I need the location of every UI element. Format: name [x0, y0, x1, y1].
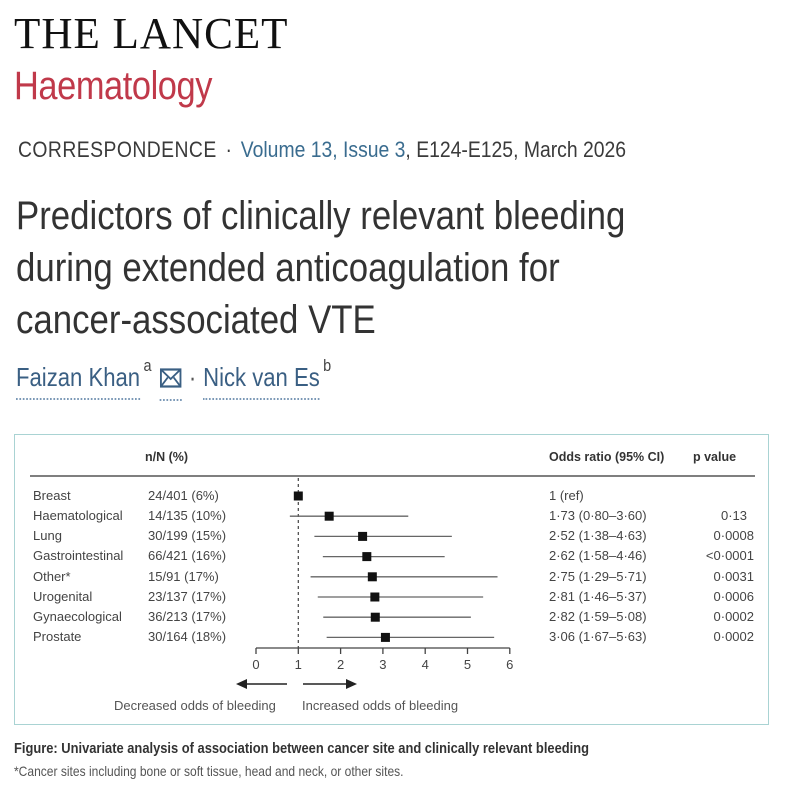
row-site: Breast: [33, 488, 71, 503]
left-arrow-icon: [236, 679, 247, 689]
figure-caption: Figure: Univariate analysis of associati…: [14, 740, 589, 757]
article-title: Predictors of clinically relevant bleedi…: [16, 190, 686, 346]
row-site: Prostate: [33, 629, 82, 644]
row-odds-ratio: 1·73 (0·80–3·60): [549, 508, 647, 523]
row-odds-ratio: 2·82 (1·59–5·08): [549, 609, 647, 624]
journal-subtitle: Haematology: [14, 64, 212, 108]
row-odds-ratio: 2·62 (1·58–4·46): [549, 548, 647, 563]
affiliation-marker[interactable]: b: [323, 356, 332, 375]
row-count: 66/421 (16%): [148, 548, 227, 563]
axis-tick-label: 5: [464, 657, 471, 672]
point-estimate-square: [367, 572, 377, 582]
point-estimate-square: [380, 632, 390, 642]
author-link[interactable]: Faizan Khan: [16, 362, 141, 400]
author-list: Faizan Khan a · Nick van Es b: [16, 356, 331, 401]
axis-tick-label: 4: [422, 657, 429, 672]
axis-tick-label: 6: [506, 657, 513, 672]
pages-date: , E124-E125, March 2026: [405, 137, 627, 162]
row-odds-ratio: 2·81 (1·46–5·37): [549, 589, 647, 604]
row-site: Gynaecological: [33, 609, 122, 624]
row-p-value: 0·0002: [713, 609, 754, 624]
header-count: n/N (%): [145, 450, 189, 464]
right-arrow-icon: [346, 679, 357, 689]
row-count: 14/135 (10%): [148, 508, 227, 523]
row-count: 23/137 (17%): [148, 589, 227, 604]
row-site: Gastrointestinal: [33, 548, 124, 563]
row-p-value: 0·0006: [713, 589, 754, 604]
figure-footnote: *Cancer sites including bone or soft tis…: [14, 763, 404, 779]
point-estimate-square: [370, 592, 380, 602]
confidence-intervals: [289, 515, 498, 639]
row-odds-ratio: 1 (ref): [549, 488, 584, 503]
left-arrow-label: Decreased odds of bleeding: [114, 698, 276, 713]
row-site: Lung: [33, 528, 62, 543]
row-p-value: <0·0001: [705, 548, 754, 563]
axis-tick-label: 0: [252, 657, 259, 672]
row-p-value: 0·0008: [713, 528, 754, 543]
journal-name: THE LANCET: [14, 9, 289, 58]
row-count: 30/199 (15%): [148, 528, 227, 543]
point-estimate-square: [362, 552, 372, 562]
x-axis: 0 1 2 3 4 5 6: [252, 647, 513, 672]
right-arrow-label: Increased odds of bleeding: [302, 698, 459, 713]
row-count: 24/401 (6%): [148, 488, 219, 503]
row-site: Urogenital: [33, 589, 93, 604]
volume-issue-link[interactable]: Volume 13, Issue 3: [240, 137, 406, 162]
email-icon[interactable]: [160, 364, 183, 401]
row-count: 36/213 (17%): [148, 609, 227, 624]
row-count: 30/164 (18%): [148, 629, 227, 644]
point-estimates: [293, 491, 390, 642]
row-site: Other*: [33, 569, 71, 584]
author-link[interactable]: Nick van Es: [203, 362, 320, 400]
affiliation-marker[interactable]: a: [143, 356, 152, 375]
point-estimate-square: [324, 511, 334, 521]
article-meta: CORRESPONDENCE · Volume 13, Issue 3, E124-…: [18, 137, 626, 163]
point-estimate-square: [293, 491, 303, 501]
row-odds-ratio: 3·06 (1·67–5·63): [549, 629, 647, 644]
author-separator: ·: [188, 362, 197, 392]
row-odds-ratio: 2·75 (1·29–5·71): [549, 569, 647, 584]
row-p-value: 0·13: [720, 508, 747, 523]
article-type: CORRESPONDENCE: [18, 137, 217, 162]
title-line: Predictors of clinically relevant bleedi…: [16, 194, 626, 238]
title-line: during extended anticoagulation for: [16, 246, 560, 290]
row-p-value: 0·0031: [713, 569, 754, 584]
point-estimate-square: [358, 531, 368, 541]
axis-tick-label: 2: [337, 657, 344, 672]
axis-tick-label: 3: [379, 657, 386, 672]
direction-arrows: [236, 679, 357, 689]
meta-separator: ·: [225, 137, 232, 162]
point-estimate-square: [370, 612, 380, 622]
row-count: 15/91 (17%): [148, 569, 219, 584]
axis-tick-label: 1: [295, 657, 302, 672]
row-p-value: 0·0002: [713, 629, 754, 644]
figure-frame: [14, 434, 769, 725]
header-odds-ratio: Odds ratio (95% CI): [549, 450, 665, 464]
title-line: cancer-associated VTE: [16, 298, 376, 342]
row-odds-ratio: 2·52 (1·38–4·63): [549, 528, 647, 543]
header-p-value: p value: [693, 450, 737, 464]
row-site: Haematological: [33, 508, 123, 523]
